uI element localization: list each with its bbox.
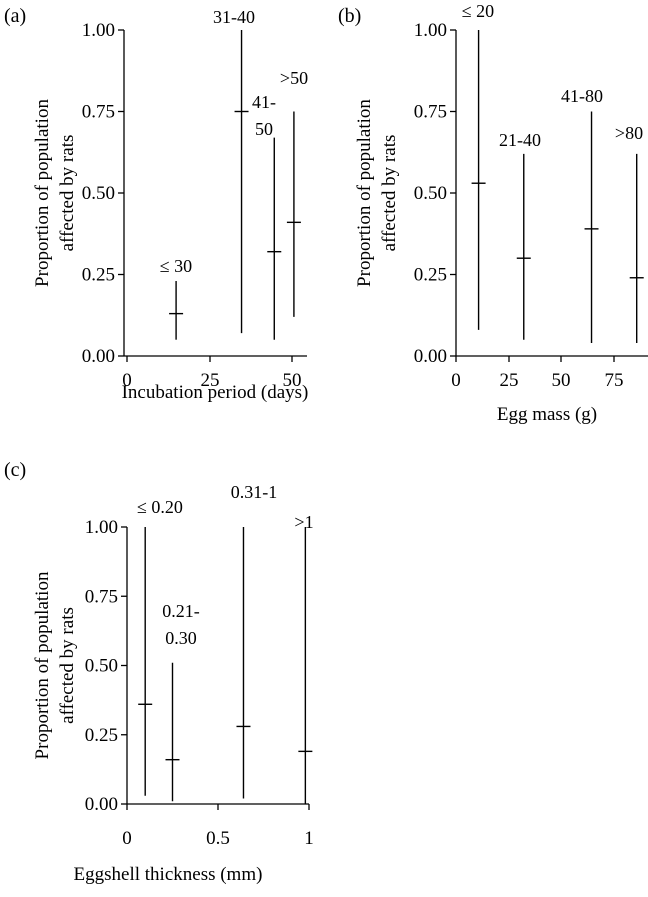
y-tick-label: 0.00 (414, 346, 447, 367)
x-tick-label: 25 (500, 370, 519, 391)
group-label: >80 (615, 123, 643, 143)
y-tick-label: 1.00 (82, 20, 115, 41)
group-label: 21-40 (499, 130, 541, 150)
chart-panel-2: (b) 0.00 0.25 0.50 0.75 1.00 0 25 50 75 Egg mass (… (338, 1, 648, 425)
y-axis-title-line2: affected by rats (57, 135, 78, 252)
x-axis-title: Incubation period (days) (122, 382, 309, 403)
group-label: 0.30 (165, 628, 197, 648)
y-tick-label: 0.75 (85, 586, 118, 607)
y-tick-label: 1.00 (414, 20, 447, 41)
x-tick-label: 0 (451, 370, 461, 391)
x-tick-label: 50 (283, 370, 302, 391)
group-label: 31-40 (213, 7, 255, 27)
panel-label: (a) (4, 5, 26, 27)
group-label: ≤ 20 (462, 1, 494, 21)
chart-panel-3: (c) 0.00 0.25 0.50 0.75 1.00 0 0.5 1 Eggshell thi… (4, 459, 314, 885)
y-axis-title-line2: affected by rats (57, 607, 78, 724)
x-tick-label: 75 (605, 370, 624, 391)
group-label: 50 (255, 119, 273, 139)
x-tick-label: 0 (122, 828, 132, 849)
y-axis-title-line1: Proportion of population (354, 99, 375, 287)
panel-label: (c) (4, 459, 26, 481)
y-tick-label: 0.50 (82, 183, 115, 204)
y-tick-label: 1.00 (85, 517, 118, 538)
panel-label: (b) (338, 5, 361, 27)
y-axis-title-line1: Proportion of population (32, 99, 53, 287)
x-axis-title: Egg mass (g) (497, 404, 597, 425)
x-tick-label: 1 (304, 828, 314, 849)
y-tick-label: 0.25 (414, 265, 447, 286)
x-axis-title: Eggshell thickness (mm) (74, 864, 263, 885)
group-label: 0.21- (162, 601, 200, 621)
y-tick-label: 0.50 (85, 656, 118, 677)
group-label: >50 (280, 68, 308, 88)
x-tick-label: 0.5 (206, 828, 230, 849)
y-tick-label: 0.50 (414, 183, 447, 204)
y-axis-title-line1: Proportion of population (32, 571, 53, 759)
y-axis-title-line2: affected by rats (379, 135, 400, 252)
group-label: ≤ 0.20 (137, 497, 183, 517)
y-tick-label: 0.00 (85, 794, 118, 815)
x-tick-label: 0 (122, 370, 132, 391)
group-label: 41- (252, 92, 276, 112)
y-tick-label: 0.00 (82, 346, 115, 367)
y-tick-label: 0.75 (82, 102, 115, 123)
y-tick-label: 0.25 (82, 265, 115, 286)
x-tick-label: 25 (201, 370, 220, 391)
group-label: >1 (294, 512, 313, 532)
y-tick-label: 0.75 (414, 102, 447, 123)
group-label: ≤ 30 (160, 256, 192, 276)
x-tick-label: 50 (552, 370, 571, 391)
group-label: 0.31-1 (231, 482, 278, 502)
group-label: 41-80 (561, 86, 603, 106)
y-tick-label: 0.25 (85, 725, 118, 746)
